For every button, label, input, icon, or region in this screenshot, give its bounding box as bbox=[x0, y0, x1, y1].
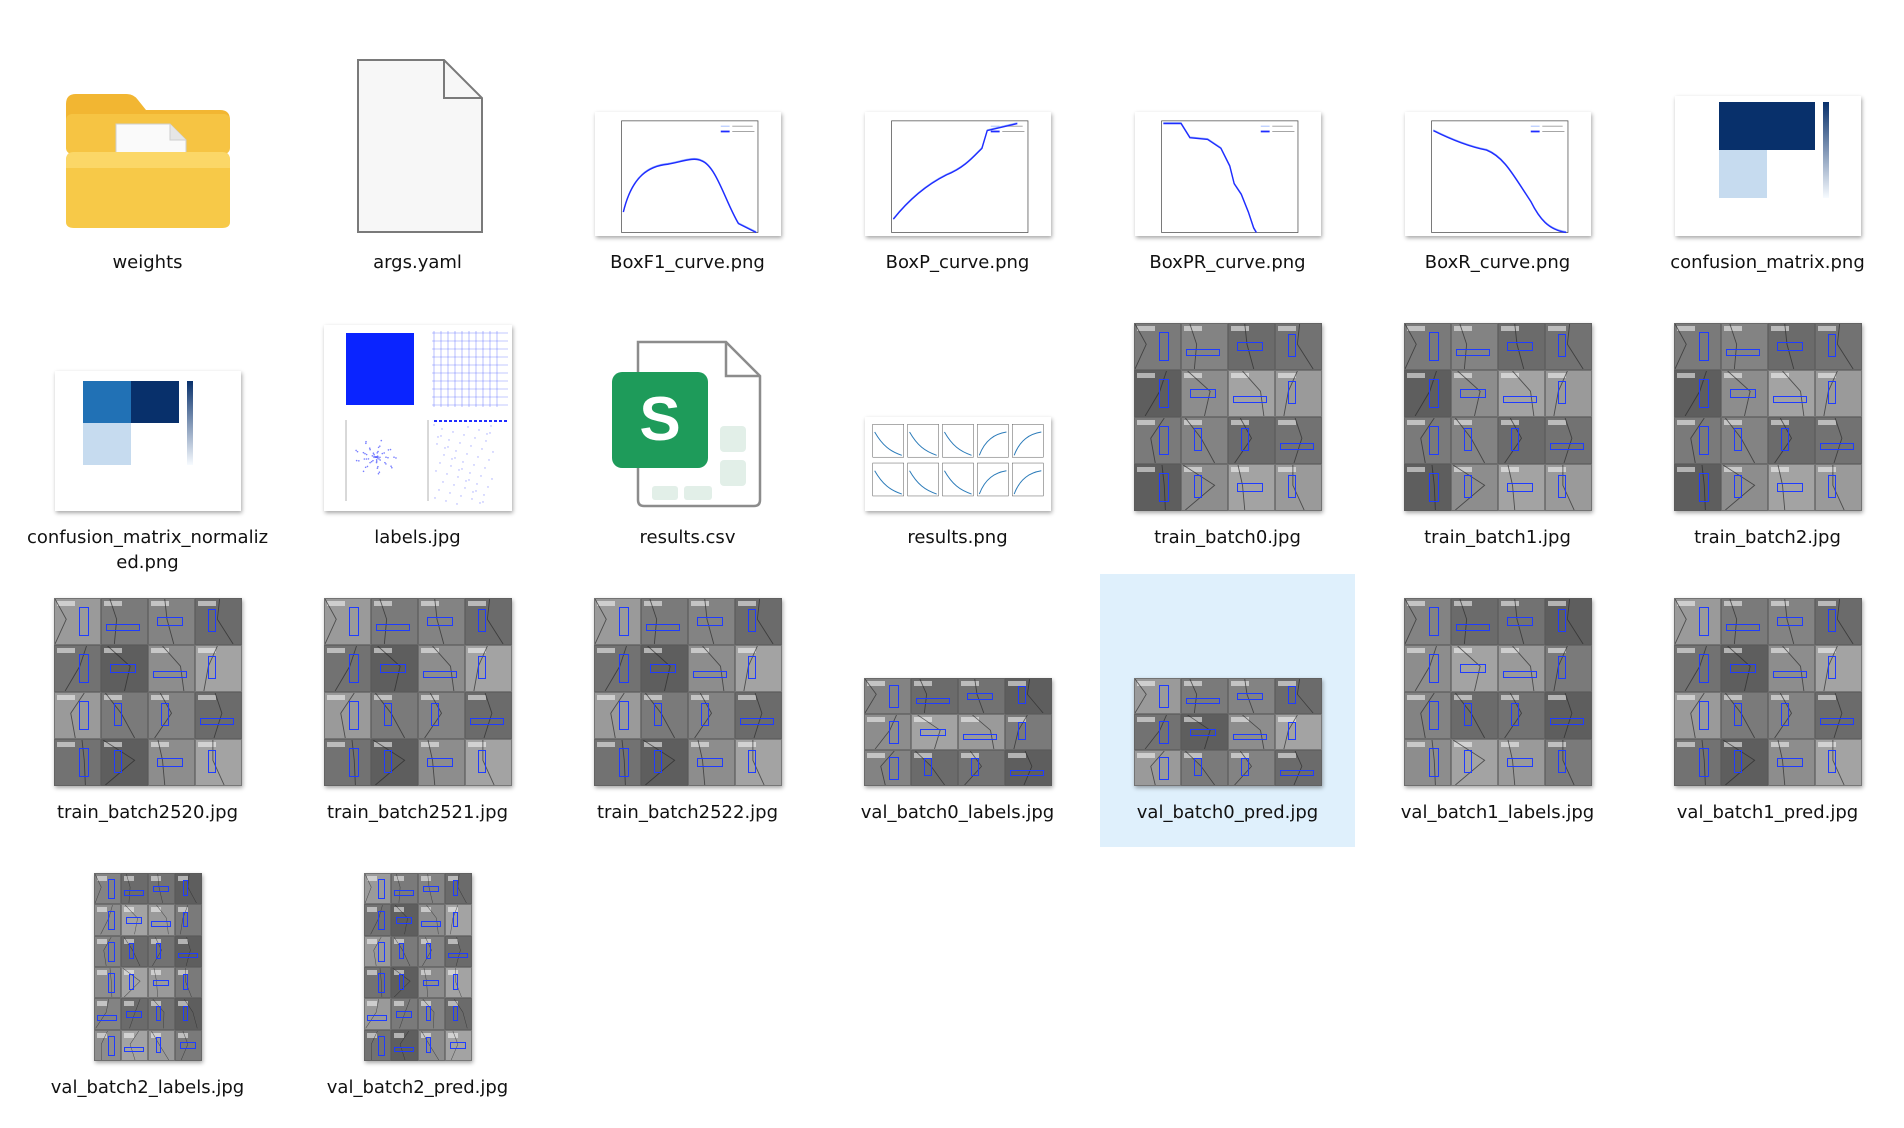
file-name: BoxR_curve.png bbox=[1424, 252, 1571, 273]
file-item-confusion-matrix-normalized-png[interactable]: confusion_matrix_normalized.png bbox=[20, 299, 275, 573]
image-thumbnail bbox=[323, 598, 512, 786]
file-thumbnail bbox=[1640, 24, 1895, 242]
file-name: train_batch2.jpg bbox=[1694, 527, 1841, 548]
file-thumbnail bbox=[1370, 299, 1625, 517]
file-name: train_batch0.jpg bbox=[1154, 527, 1301, 548]
file-thumbnail bbox=[290, 299, 545, 517]
file-item-boxpr-curve-png[interactable]: BoxPR_curve.png bbox=[1100, 24, 1355, 297]
file-item-train-batch2522-jpg[interactable]: train_batch2522.jpg bbox=[560, 574, 815, 847]
file-item-val-batch0-labels-jpg[interactable]: val_batch0_labels.jpg bbox=[830, 574, 1085, 847]
file-grid: weights args.yaml BoxF1_curve.png BoxP_c… bbox=[20, 24, 1895, 1122]
file-name: confusion_matrix_normalized.png bbox=[26, 527, 269, 573]
image-thumbnail bbox=[863, 678, 1052, 786]
file-item-confusion-matrix-png[interactable]: confusion_matrix.png bbox=[1640, 24, 1895, 297]
file-thumbnail bbox=[560, 24, 815, 242]
confusion-matrix-image bbox=[1674, 96, 1861, 236]
results-image bbox=[864, 417, 1051, 511]
file-item-val-batch1-pred-jpg[interactable]: val_batch1_pred.jpg bbox=[1640, 574, 1895, 847]
file-item-results-csv[interactable]: S results.csv bbox=[560, 299, 815, 572]
file-item-boxf1-curve-png[interactable]: BoxF1_curve.png bbox=[560, 24, 815, 297]
file-name: results.png bbox=[907, 527, 1008, 548]
file-item-args-yaml[interactable]: args.yaml bbox=[290, 24, 545, 297]
file-thumbnail bbox=[1370, 574, 1625, 792]
file-item-weights[interactable]: weights bbox=[20, 24, 275, 297]
file-thumbnail bbox=[1100, 299, 1355, 517]
curve-image bbox=[1404, 112, 1591, 236]
curve-image bbox=[1134, 112, 1321, 236]
file-item-val-batch1-labels-jpg[interactable]: val_batch1_labels.jpg bbox=[1370, 574, 1625, 847]
image-thumbnail bbox=[593, 598, 782, 786]
image-thumbnail bbox=[1133, 323, 1322, 511]
image-thumbnail bbox=[1403, 323, 1592, 511]
file-thumbnail bbox=[560, 574, 815, 792]
curve-image bbox=[864, 112, 1051, 236]
file-name: val_batch2_pred.jpg bbox=[326, 1077, 509, 1098]
file-thumbnail bbox=[290, 574, 545, 792]
svg-text:S: S bbox=[639, 385, 680, 454]
image-thumbnail bbox=[53, 598, 242, 786]
file-item-train-batch2-jpg[interactable]: train_batch2.jpg bbox=[1640, 299, 1895, 572]
file-thumbnail bbox=[1100, 24, 1355, 242]
file-thumbnail bbox=[1640, 299, 1895, 517]
file-name: BoxF1_curve.png bbox=[610, 252, 765, 273]
file-item-labels-jpg[interactable]: labels.jpg bbox=[290, 299, 545, 572]
image-thumbnail bbox=[93, 873, 202, 1061]
file-name: val_batch0_pred.jpg bbox=[1136, 802, 1319, 823]
file-item-train-batch2521-jpg[interactable]: train_batch2521.jpg bbox=[290, 574, 545, 847]
labels-image bbox=[323, 325, 512, 511]
file-thumbnail: S bbox=[560, 299, 815, 517]
file-name: confusion_matrix.png bbox=[1670, 252, 1865, 273]
curve-image bbox=[594, 112, 781, 236]
file-thumbnail bbox=[1100, 574, 1355, 792]
file-item-boxp-curve-png[interactable]: BoxP_curve.png bbox=[830, 24, 1085, 297]
file-name: train_batch2520.jpg bbox=[56, 802, 239, 823]
file-name: weights bbox=[112, 252, 183, 273]
file-name: train_batch2522.jpg bbox=[596, 802, 779, 823]
folder-icon bbox=[65, 94, 230, 228]
file-name: val_batch0_labels.jpg bbox=[860, 802, 1055, 823]
file-thumbnail bbox=[830, 574, 1085, 792]
file-thumbnail bbox=[20, 574, 275, 792]
file-name: train_batch2521.jpg bbox=[326, 802, 509, 823]
file-thumbnail bbox=[1640, 574, 1895, 792]
file-thumbnail bbox=[830, 299, 1085, 517]
file-thumbnail bbox=[290, 24, 545, 242]
file-name: args.yaml bbox=[373, 252, 462, 273]
image-thumbnail bbox=[1673, 323, 1862, 511]
document-icon bbox=[356, 59, 483, 233]
confusion-matrix-image bbox=[54, 371, 241, 511]
image-thumbnail bbox=[1133, 678, 1322, 786]
file-thumbnail bbox=[830, 24, 1085, 242]
file-item-train-batch2520-jpg[interactable]: train_batch2520.jpg bbox=[20, 574, 275, 847]
file-name: train_batch1.jpg bbox=[1424, 527, 1571, 548]
file-item-val-batch2-pred-jpg[interactable]: val_batch2_pred.jpg bbox=[290, 849, 545, 1122]
image-thumbnail bbox=[1673, 598, 1862, 786]
file-item-boxr-curve-png[interactable]: BoxR_curve.png bbox=[1370, 24, 1625, 297]
spreadsheet-icon: S bbox=[611, 340, 761, 508]
file-name: results.csv bbox=[639, 527, 736, 548]
file-name: val_batch1_pred.jpg bbox=[1676, 802, 1859, 823]
file-thumbnail bbox=[1370, 24, 1625, 242]
file-item-train-batch0-jpg[interactable]: train_batch0.jpg bbox=[1100, 299, 1355, 572]
image-thumbnail bbox=[363, 873, 472, 1061]
file-thumbnail bbox=[20, 24, 275, 242]
file-name: BoxP_curve.png bbox=[885, 252, 1030, 273]
file-item-val-batch0-pred-jpg[interactable]: val_batch0_pred.jpg bbox=[1100, 574, 1355, 847]
file-name: labels.jpg bbox=[374, 527, 461, 548]
file-thumbnail bbox=[290, 849, 545, 1067]
file-item-train-batch1-jpg[interactable]: train_batch1.jpg bbox=[1370, 299, 1625, 572]
file-name: val_batch2_labels.jpg bbox=[50, 1077, 245, 1098]
file-thumbnail bbox=[20, 299, 275, 517]
file-item-val-batch2-labels-jpg[interactable]: val_batch2_labels.jpg bbox=[20, 849, 275, 1122]
file-thumbnail bbox=[20, 849, 275, 1067]
file-name: val_batch1_labels.jpg bbox=[1400, 802, 1595, 823]
file-name: BoxPR_curve.png bbox=[1149, 252, 1306, 273]
image-thumbnail bbox=[1403, 598, 1592, 786]
file-item-results-png[interactable]: results.png bbox=[830, 299, 1085, 572]
